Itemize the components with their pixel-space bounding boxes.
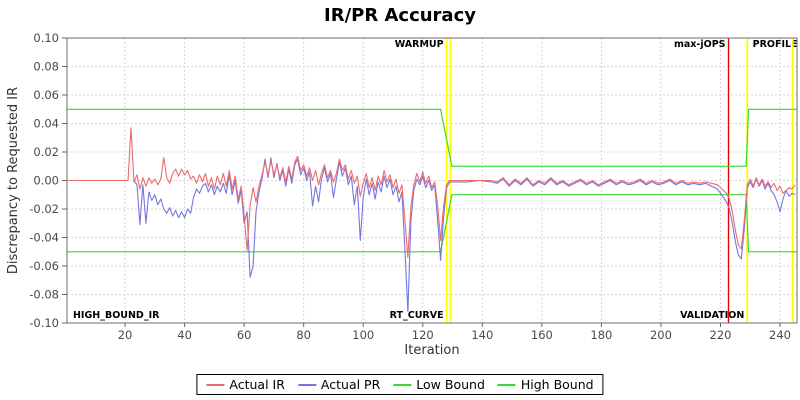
- x-tick-label: 80: [296, 328, 311, 342]
- series-actual-ir: [68, 127, 796, 258]
- legend-label: Low Bound: [416, 377, 485, 392]
- gridlines: [67, 37, 797, 324]
- y-tick-label: -0.02: [29, 202, 59, 216]
- legend-label: High Bound: [520, 377, 594, 392]
- x-tick-label: 40: [177, 328, 192, 342]
- x-tick-label: 240: [769, 328, 791, 342]
- y-tick-label: 0.10: [33, 31, 59, 45]
- x-tick-label: 220: [710, 328, 732, 342]
- x-tick-label: 20: [118, 328, 133, 342]
- y-tick-label: -0.06: [29, 259, 59, 273]
- phase-label: RT_CURVE: [390, 310, 444, 321]
- axes: 20 40 60 80 100 120 140 160 180 200 220 240 0.10 0.08…: [29, 31, 791, 342]
- y-axis-label: Discrepancy to Requested IR: [6, 86, 21, 275]
- x-tick-label: 200: [650, 328, 672, 342]
- legend-swatch-icon: [206, 383, 225, 386]
- y-tick-label: -0.04: [29, 231, 59, 245]
- x-tick-label: 120: [412, 328, 434, 342]
- x-axis-label: Iteration: [404, 343, 460, 358]
- legend-swatch-icon: [497, 383, 516, 386]
- legend-item: Low Bound: [393, 377, 485, 392]
- y-tick-label: 0.06: [33, 88, 59, 102]
- legend-item: Actual IR: [206, 377, 285, 392]
- phase-markers: [445, 38, 794, 323]
- plot-border: [66, 37, 798, 324]
- chart-title: IR/PR Accuracy: [324, 5, 476, 26]
- y-tick-label: 0.02: [33, 145, 59, 159]
- x-tick-label: 160: [531, 328, 553, 342]
- phase-label: PROFILE: [753, 39, 798, 50]
- legend: Actual IR Actual PR Low Bound High Bound: [196, 374, 604, 395]
- y-tick-label: 0.04: [33, 117, 59, 131]
- y-tick-label: 0.00: [33, 174, 59, 188]
- legend-label: Actual PR: [320, 377, 381, 392]
- x-tick-label: 140: [471, 328, 493, 342]
- x-tick-label: 60: [237, 328, 252, 342]
- phase-label: WARMUP: [395, 39, 444, 50]
- series-actual-pr: [133, 157, 796, 313]
- x-tick-label: 100: [352, 328, 374, 342]
- x-tick-label: 180: [590, 328, 612, 342]
- y-tick-label: 0.08: [33, 60, 59, 74]
- series-high-bound: [67, 108, 797, 167]
- phase-label: HIGH_BOUND_IR: [73, 310, 160, 321]
- legend-label: Actual IR: [229, 377, 285, 392]
- y-tick-label: -0.08: [29, 288, 59, 302]
- y-tick-label: -0.10: [29, 316, 59, 330]
- legend-swatch-icon: [297, 383, 316, 386]
- legend-swatch-icon: [393, 383, 412, 386]
- phase-label: VALIDATION: [680, 310, 744, 321]
- phase-annotations: WARMUP max-jOPS PROFILE HIGH_BOUND_IR RT_CUR…: [73, 39, 798, 321]
- legend-item: Actual PR: [297, 377, 381, 392]
- phase-label: max-jOPS: [674, 39, 726, 50]
- series-low-bound: [67, 194, 797, 253]
- legend-item: High Bound: [497, 377, 594, 392]
